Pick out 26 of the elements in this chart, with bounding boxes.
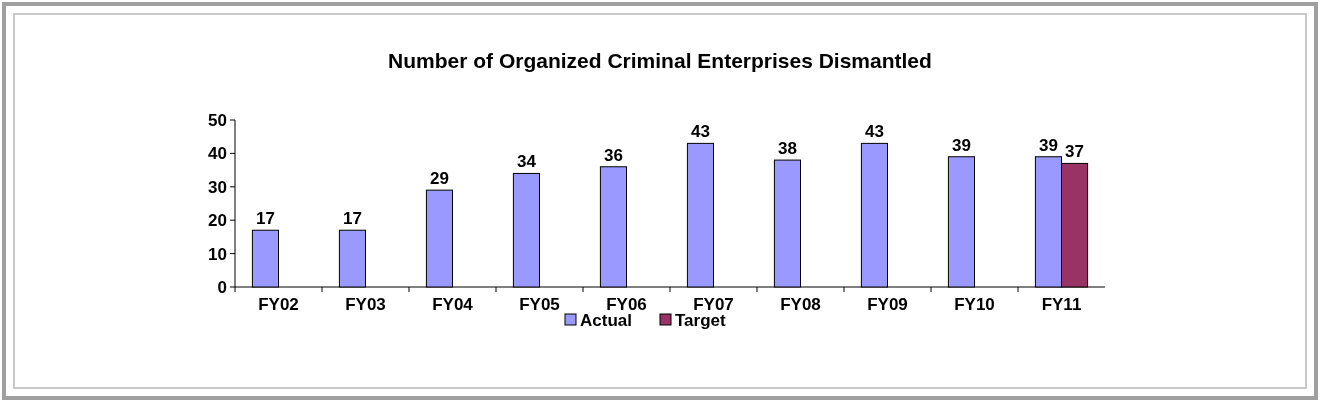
x-tick-label: FY04 <box>432 295 474 314</box>
data-label: 36 <box>603 145 623 165</box>
data-label: 17 <box>342 209 362 229</box>
y-tick-label: 30 <box>208 177 227 197</box>
x-tick-label: FY05 <box>519 295 560 314</box>
y-tick-label: 10 <box>208 244 227 264</box>
data-label: 39 <box>1038 135 1058 155</box>
data-label: 43 <box>864 122 884 142</box>
y-tick-label: 40 <box>208 144 227 164</box>
data-label: 43 <box>690 122 710 142</box>
data-label: 29 <box>429 169 449 189</box>
x-tick-label: FY02 <box>258 295 299 314</box>
data-label: 39 <box>951 135 971 155</box>
data-label: 38 <box>777 139 797 159</box>
x-tick-label: FY09 <box>867 295 908 314</box>
y-tick-label: 0 <box>217 277 227 297</box>
x-tick-label: FY11 <box>1041 295 1082 314</box>
chart-title: Number of Organized Criminal Enterprises Dismantled <box>388 49 932 72</box>
data-label: 17 <box>255 209 275 229</box>
data-label: 37 <box>1065 142 1085 162</box>
y-tick-label: 20 <box>208 211 227 231</box>
data-label: 34 <box>516 152 537 172</box>
x-tick-label: FY10 <box>954 295 995 314</box>
x-tick-label: FY03 <box>345 295 386 314</box>
y-tick-label: 50 <box>208 110 227 130</box>
x-tick-label: FY08 <box>780 295 821 314</box>
